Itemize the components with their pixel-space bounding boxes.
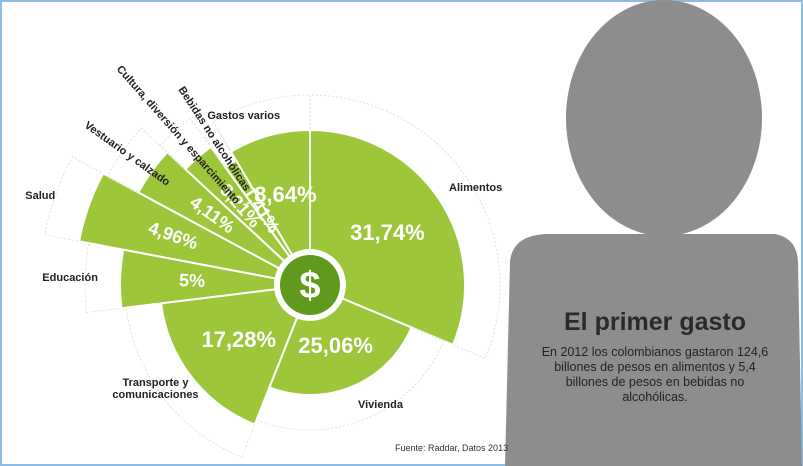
value-label: 8,64% xyxy=(254,182,316,208)
center-symbol: $ xyxy=(299,265,320,307)
category-label: Vivienda xyxy=(358,399,403,411)
value-label: 17,28% xyxy=(201,327,276,353)
category-label: Salud xyxy=(25,190,55,202)
panel-text: En 2012 los colombianos gastaron 124,6 b… xyxy=(540,345,770,405)
value-label: 25,06% xyxy=(298,333,373,359)
panel-title: El primer gasto xyxy=(520,308,790,337)
infographic: $ El primer gasto En 2012 los colombiano… xyxy=(0,0,803,466)
source: Fuente: Raddar, Datos 2013 xyxy=(395,443,508,453)
value-label: 31,74% xyxy=(350,220,425,246)
category-label: Gastos varios xyxy=(207,110,280,122)
category-label: Transporte y comunicaciones xyxy=(108,377,203,401)
silhouette-head xyxy=(566,0,762,236)
category-label: Educación xyxy=(42,272,98,284)
value-label: 5% xyxy=(179,270,206,292)
category-label: Alimentos xyxy=(449,182,502,194)
